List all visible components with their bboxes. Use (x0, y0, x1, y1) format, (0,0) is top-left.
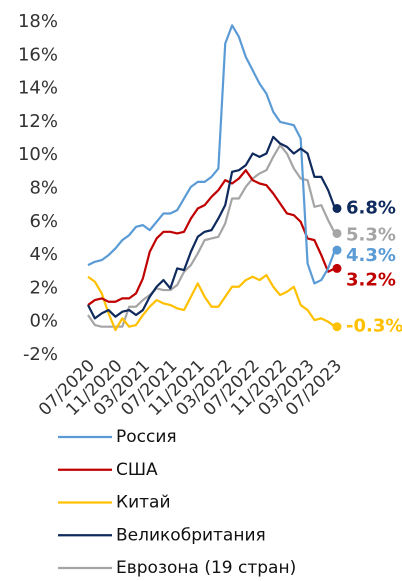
end-point (332, 322, 342, 332)
y-tick-label: 18% (18, 11, 58, 32)
y-tick-label: 10% (18, 144, 58, 165)
y-tick-label: 8% (29, 178, 58, 199)
end-point (332, 228, 342, 238)
data-label: 5.3% (346, 224, 396, 245)
legend-label: Китай (116, 493, 171, 513)
y-tick-label: 12% (18, 111, 58, 132)
end-point (332, 245, 342, 255)
series-line (87, 273, 336, 332)
y-tick-label: 6% (29, 211, 58, 232)
data-label: 4.3% (346, 245, 396, 266)
series-line (87, 169, 336, 306)
data-label: 3.2% (346, 269, 396, 290)
data-label: 6.8% (346, 197, 396, 218)
data-label: -0.3% (346, 316, 402, 337)
series-line (87, 144, 336, 328)
y-tick-label: 16% (18, 44, 58, 65)
legend-label: Россия (116, 427, 177, 447)
y-tick-label: 0% (29, 311, 58, 332)
series-line (87, 135, 337, 320)
legend-label: Еврозона (19 стран) (116, 558, 296, 578)
end-point (332, 263, 342, 273)
legend-label: США (116, 460, 158, 480)
end-point (332, 203, 342, 213)
y-tick-label: 2% (29, 277, 58, 298)
y-tick-label: 4% (29, 244, 58, 265)
legend-label: Великобритания (116, 525, 266, 545)
y-tick-label: 14% (18, 78, 58, 99)
series-line (87, 24, 337, 285)
y-tick-label: -2% (23, 344, 58, 365)
